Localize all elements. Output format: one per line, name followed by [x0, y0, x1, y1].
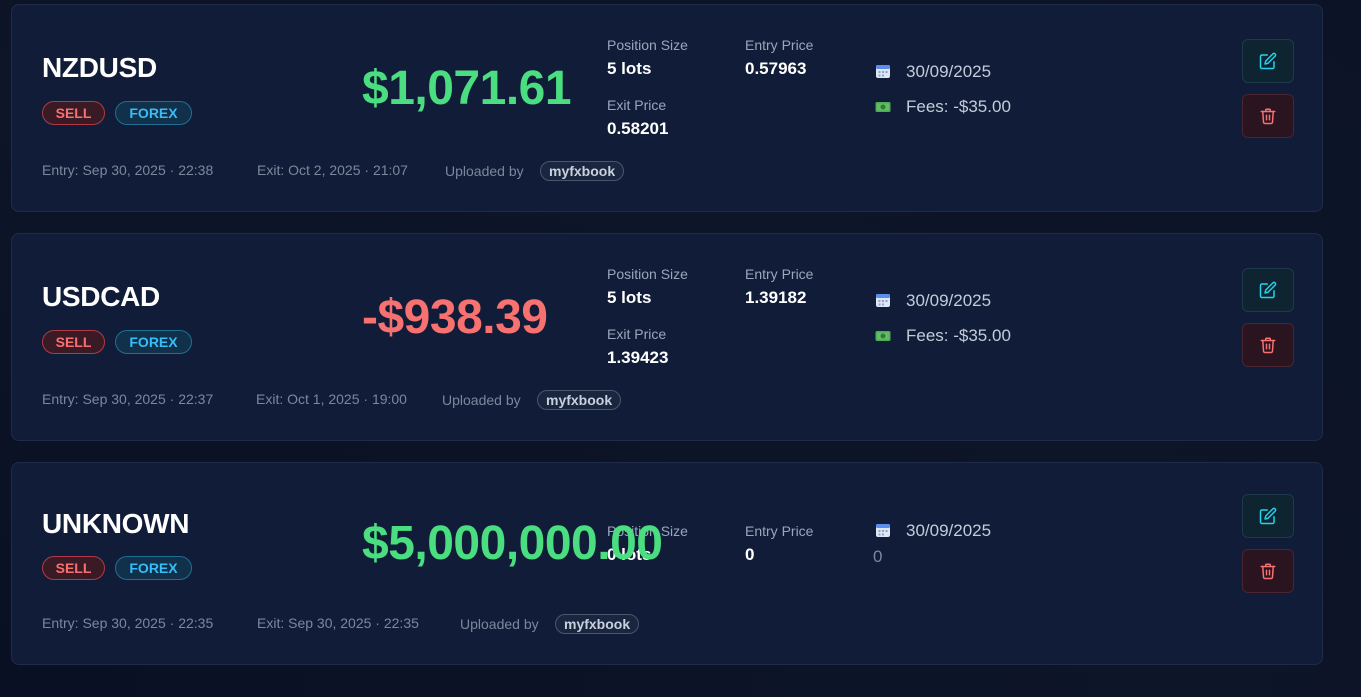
- money-icon: [875, 331, 891, 341]
- trade-date: 30/09/2025: [906, 291, 992, 310]
- money-icon: [875, 102, 891, 112]
- edit-icon: [1259, 507, 1277, 525]
- entry-price-label: Entry Price: [745, 266, 814, 282]
- pnl-value: -$938.39: [362, 291, 548, 344]
- trade-symbol: USDCAD: [42, 281, 160, 312]
- edit-button[interactable]: [1242, 268, 1294, 312]
- market-badge: FOREX: [115, 556, 192, 580]
- edit-button[interactable]: [1242, 39, 1294, 83]
- pnl-value: $5,000,000.00: [362, 517, 663, 570]
- exit-price-label: Exit Price: [607, 326, 667, 342]
- uploader-badge: myfxbook: [537, 390, 622, 410]
- uploaded-by-label: Uploaded by: [445, 163, 524, 179]
- position-size-label: Position Size: [607, 266, 688, 282]
- entry-price-value: 1.39182: [745, 288, 807, 307]
- position-size-value: 5 lots: [607, 59, 652, 78]
- calendar-icon: [876, 294, 890, 307]
- uploaded-by-label: Uploaded by: [460, 616, 539, 632]
- entry-price-value: 0.57963: [745, 59, 807, 78]
- position-size-value: 5 lots: [607, 288, 652, 307]
- exit-time: Exit: Sep 30, 2025 · 22:35: [257, 615, 419, 631]
- side-badge: SELL: [42, 101, 105, 125]
- entry-time: Entry: Sep 30, 2025 · 22:35: [42, 615, 214, 631]
- uploaded-by-label: Uploaded by: [442, 392, 521, 408]
- trade-card: USDCAD SELL FOREX -$938.39 Position Size…: [11, 233, 1323, 441]
- exit-price-value: 0.58201: [607, 119, 669, 138]
- delete-button[interactable]: [1242, 94, 1294, 138]
- calendar-icon: [876, 524, 890, 537]
- exit-price-label: Exit Price: [607, 97, 667, 113]
- uploader-badge: myfxbook: [555, 614, 640, 634]
- position-size-label: Position Size: [607, 37, 688, 53]
- calendar-icon: [876, 65, 890, 78]
- trade-date: 30/09/2025: [906, 521, 992, 540]
- market-badge: FOREX: [115, 101, 192, 125]
- entry-price-label: Entry Price: [745, 37, 814, 53]
- pnl-value: $1,071.61: [362, 62, 572, 115]
- entry-price-label: Entry Price: [745, 523, 814, 539]
- edit-button[interactable]: [1242, 494, 1294, 538]
- exit-time: Exit: Oct 2, 2025 · 21:07: [257, 162, 408, 178]
- trade-symbol: NZDUSD: [42, 52, 157, 83]
- trash-icon: [1260, 337, 1276, 354]
- edit-icon: [1259, 281, 1277, 299]
- side-badge: SELL: [42, 556, 105, 580]
- fees-text: 0: [873, 547, 883, 566]
- position-size-value: 0 lots: [607, 545, 652, 564]
- fees-text: Fees: -$35.00: [906, 97, 1011, 116]
- trash-icon: [1260, 563, 1276, 580]
- trade-card: NZDUSD SELL FOREX $1,071.61 Position Siz…: [11, 4, 1323, 212]
- side-badge: SELL: [42, 330, 105, 354]
- entry-price-value: 0: [745, 545, 755, 564]
- uploader-badge: myfxbook: [540, 161, 625, 181]
- exit-time: Exit: Oct 1, 2025 · 19:00: [256, 391, 407, 407]
- trade-card: UNKNOWN SELL FOREX Position Size 0 lots …: [11, 462, 1323, 665]
- fees-text: Fees: -$35.00: [906, 326, 1011, 345]
- edit-icon: [1259, 52, 1277, 70]
- market-badge: FOREX: [115, 330, 192, 354]
- entry-time: Entry: Sep 30, 2025 · 22:37: [42, 391, 214, 407]
- exit-price-value: 1.39423: [607, 348, 669, 367]
- delete-button[interactable]: [1242, 323, 1294, 367]
- trash-icon: [1260, 108, 1276, 125]
- delete-button[interactable]: [1242, 549, 1294, 593]
- entry-time: Entry: Sep 30, 2025 · 22:38: [42, 162, 214, 178]
- position-size-label: Position Size: [607, 523, 688, 539]
- trade-date: 30/09/2025: [906, 62, 992, 81]
- trade-symbol: UNKNOWN: [42, 508, 190, 539]
